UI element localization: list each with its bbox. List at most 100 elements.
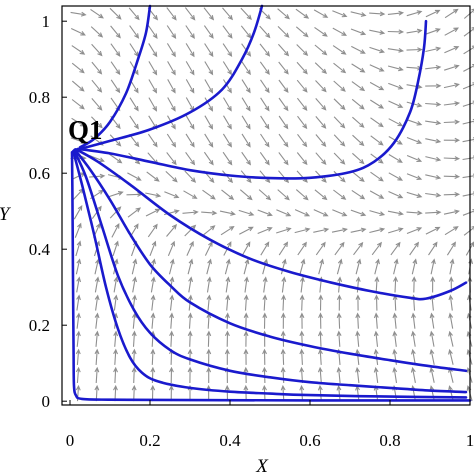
direction-field [70, 7, 474, 402]
direction-arrow [392, 348, 398, 365]
direction-arrow [243, 294, 249, 311]
direction-arrow [430, 258, 436, 275]
direction-arrow [128, 7, 140, 21]
direction-arrow [425, 174, 442, 180]
direction-arrow [259, 151, 270, 166]
direction-arrow [392, 366, 398, 383]
direction-arrow [444, 8, 459, 19]
direction-arrow [280, 258, 287, 275]
direction-arrow [219, 210, 236, 216]
direction-arrow [296, 170, 308, 183]
x-tick-label: 0.2 [139, 431, 160, 450]
direction-arrow [276, 209, 292, 217]
direction-arrow [333, 134, 346, 147]
direction-arrow [410, 330, 416, 347]
direction-arrow [166, 133, 177, 148]
direction-arrow [221, 189, 235, 200]
direction-arrow [425, 120, 442, 126]
direction-arrow [91, 116, 103, 129]
direction-arrow [277, 43, 290, 57]
direction-arrow [241, 97, 251, 112]
direction-arrow [204, 43, 214, 58]
direction-arrow [108, 153, 123, 164]
direction-arrow [111, 222, 120, 238]
direction-arrow [206, 330, 212, 347]
direction-arrow [127, 207, 142, 218]
direction-arrow [187, 312, 193, 329]
direction-arrow [113, 366, 119, 384]
direction-arrow [74, 222, 82, 238]
direction-arrow [109, 7, 122, 20]
direction-arrow [369, 210, 386, 217]
direction-arrow [131, 312, 137, 329]
direction-arrow [168, 258, 175, 275]
direction-arrow [206, 294, 212, 311]
direction-arrow [428, 241, 438, 256]
direction-arrow [277, 189, 290, 201]
direction-arrow [374, 258, 380, 275]
direction-arrow [333, 62, 347, 74]
direction-arrow [355, 348, 361, 365]
direction-arrow [225, 294, 231, 311]
direction-arrow [355, 276, 361, 293]
direction-arrow [150, 294, 156, 311]
direction-arrow [281, 276, 287, 293]
direction-arrow [333, 189, 347, 200]
direction-arrow [222, 25, 233, 39]
direction-arrow [243, 258, 250, 275]
direction-arrow [336, 294, 342, 311]
direction-arrow [75, 348, 81, 365]
direction-arrow [351, 81, 366, 92]
direction-arrow [444, 46, 460, 54]
direction-arrow [317, 330, 323, 347]
direction-arrow [185, 43, 195, 58]
direction-arrow [369, 227, 386, 234]
direction-arrow [90, 8, 104, 19]
direction-arrow [185, 133, 195, 148]
direction-arrow [393, 258, 399, 275]
direction-arrow [390, 241, 401, 256]
direction-arrow [388, 172, 404, 181]
direction-arrow [165, 170, 178, 183]
direction-arrow [392, 294, 398, 311]
trajectory-5 [73, 148, 468, 373]
direction-arrow [425, 28, 441, 35]
direction-arrow [278, 241, 289, 256]
direction-arrow [145, 192, 162, 198]
direction-arrow [317, 366, 323, 384]
direction-arrow [185, 151, 196, 166]
direction-arrow [462, 100, 474, 107]
direction-arrow [129, 43, 139, 58]
direction-arrow [127, 172, 142, 181]
direction-arrow [94, 366, 100, 384]
direction-arrow [225, 276, 231, 293]
direction-arrow [278, 115, 289, 130]
direction-arrow [462, 155, 474, 161]
direction-arrow [187, 348, 193, 365]
direction-arrow [371, 241, 382, 256]
direction-arrow [169, 366, 174, 384]
direction-arrow [241, 61, 251, 76]
direction-arrow [91, 79, 103, 93]
direction-arrow [448, 294, 454, 311]
direction-arrow [336, 384, 342, 402]
direction-arrow [203, 7, 215, 21]
direction-arrow [446, 241, 456, 256]
direction-arrow [318, 258, 325, 275]
direction-arrow [449, 258, 455, 275]
direction-arrow [333, 80, 346, 92]
direction-arrow [202, 189, 216, 200]
direction-arrow [239, 189, 253, 201]
direction-arrow [224, 330, 230, 347]
direction-arrow [444, 27, 459, 36]
direction-arrow [425, 101, 442, 107]
direction-arrow [166, 152, 177, 166]
direction-arrow [296, 152, 308, 166]
direction-arrow [333, 152, 346, 165]
direction-arrow [278, 170, 290, 184]
direction-arrow [280, 348, 286, 365]
direction-arrow [71, 80, 85, 92]
direction-arrow [350, 28, 367, 36]
direction-arrow [70, 11, 87, 17]
direction-arrow [90, 26, 104, 38]
